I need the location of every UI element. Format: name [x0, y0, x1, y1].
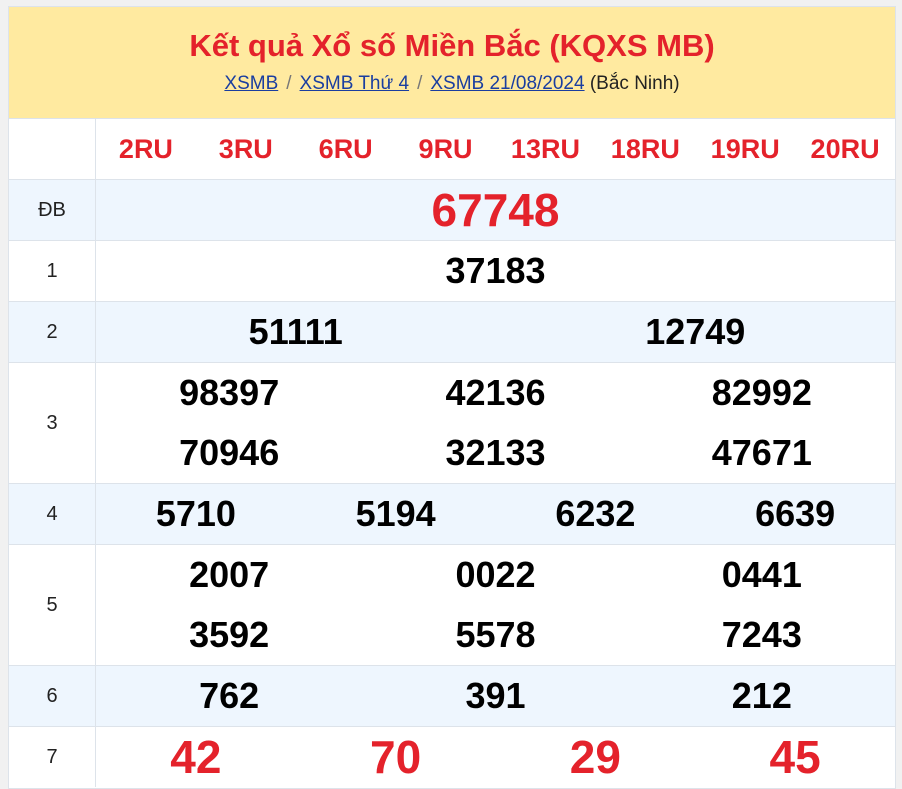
breadcrumb: XSMB / XSMB Thứ 4 / XSMB 21/08/2024 (Bắc Nin… — [9, 73, 895, 95]
prize-row: 2 51111 12749 — [9, 301, 895, 362]
prize-number: 37183 — [445, 250, 546, 291]
prize-number: 51111 — [248, 311, 343, 352]
prize-label: 2 — [9, 302, 96, 362]
prize-number: 42136 — [445, 372, 546, 413]
results-table: Kết quả Xổ số Miền Bắc (KQXS MB) XSMB / XS… — [8, 6, 896, 789]
prize-label: 1 — [9, 241, 96, 301]
header: Kết quả Xổ số Miền Bắc (KQXS MB) XSMB / XS… — [9, 7, 895, 118]
prize-number: 7243 — [721, 614, 802, 655]
breadcrumb-xsmb[interactable]: XSMB — [224, 73, 279, 94]
prize-number: 3592 — [189, 614, 270, 655]
prize-number: 98397 — [179, 372, 280, 413]
prize-number: 82992 — [711, 372, 812, 413]
code-cell: 9RU — [418, 133, 473, 164]
breadcrumb-date[interactable]: XSMB 21/08/2024 — [430, 73, 585, 94]
code-cell: 19RU — [710, 133, 780, 164]
prize-row: 3 98397 42136 82992 70946 32133 47671 — [9, 362, 895, 483]
prize-number: 5578 — [455, 614, 536, 655]
code-cell: 20RU — [810, 133, 880, 164]
code-cell: 2RU — [118, 133, 173, 164]
prize-number: 6232 — [555, 493, 636, 534]
prize-number: 70946 — [179, 432, 280, 473]
code-cell: 3RU — [218, 133, 273, 164]
prize-label: 3 — [9, 363, 96, 483]
prize-row: 6 762 391 212 — [9, 665, 895, 726]
prize-number: 2007 — [189, 554, 270, 595]
prize-label: 5 — [9, 545, 96, 665]
prize-row: 1 37183 — [9, 240, 895, 301]
prize-number: 0441 — [721, 554, 802, 595]
code-cell: 6RU — [318, 133, 373, 164]
prize-number: 45 — [769, 731, 821, 783]
breadcrumb-separator: / — [417, 73, 423, 94]
prize-label: 6 — [9, 666, 96, 726]
code-cell: 13RU — [510, 133, 580, 164]
prize-number: 391 — [465, 675, 526, 716]
prize-number: 5194 — [355, 493, 436, 534]
code-cell: 18RU — [610, 133, 680, 164]
prize-row: 7 42 70 29 45 — [9, 726, 895, 787]
prize-number: 12749 — [645, 311, 746, 352]
prize-number: 6639 — [755, 493, 836, 534]
prize-number: 42 — [170, 731, 222, 783]
prize-number: 212 — [731, 675, 792, 716]
breadcrumb-weekday[interactable]: XSMB Thứ 4 — [299, 73, 410, 94]
prize-number: 29 — [569, 731, 621, 783]
prize-number: 32133 — [445, 432, 546, 473]
prize-row: 4 5710 5194 6232 6639 — [9, 483, 895, 544]
province: (Bắc Ninh) — [589, 73, 680, 94]
prize-number: 5710 — [155, 493, 236, 534]
prize-label: 7 — [9, 727, 96, 787]
codes-row: 2RU 3RU 6RU 9RU 13RU 18RU 19RU 20RU — [9, 118, 895, 179]
prize-number: 47671 — [711, 432, 812, 473]
prize-row: 5 2007 0022 0441 3592 5578 7243 — [9, 544, 895, 665]
prize-number: 762 — [199, 675, 260, 716]
prize-label: 4 — [9, 484, 96, 544]
prize-number: 67748 — [431, 184, 560, 236]
prize-row: ĐB 67748 — [9, 179, 895, 240]
prize-number: 70 — [370, 731, 422, 783]
prize-number: 0022 — [455, 554, 536, 595]
row-label — [9, 119, 96, 179]
breadcrumb-separator: / — [286, 73, 292, 94]
page-title: Kết quả Xổ số Miền Bắc (KQXS MB) — [189, 28, 715, 63]
prize-label: ĐB — [9, 180, 96, 240]
